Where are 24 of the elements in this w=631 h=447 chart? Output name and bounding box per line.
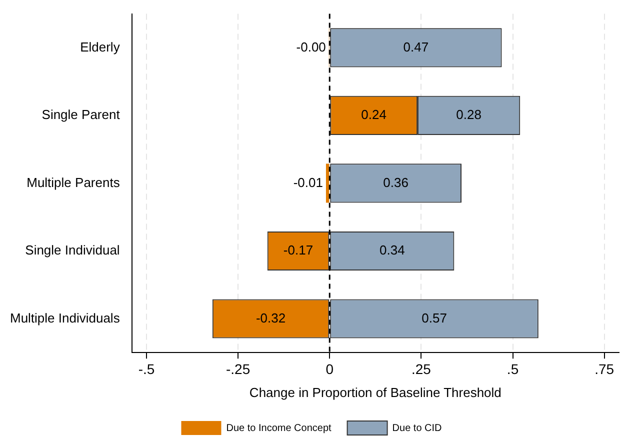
x-tick-label: -.25 (226, 360, 250, 377)
data-label: -0.00 (296, 39, 326, 54)
y-tick-label: Multiple Individuals (10, 310, 120, 326)
data-label: 0.57 (422, 310, 447, 326)
data-label: 0.34 (379, 242, 405, 258)
x-tick-label: -.5 (138, 360, 155, 377)
x-tick-label: .75 (594, 360, 614, 377)
x-tick-label: 0 (326, 360, 334, 377)
data-label: 0.47 (403, 39, 429, 54)
y-tick-label: Single Individual (25, 242, 120, 258)
data-label: 0.24 (361, 107, 386, 122)
data-label: -0.32 (256, 310, 286, 326)
data-label: 0.28 (456, 107, 482, 122)
x-tick-label: .5 (506, 360, 519, 377)
y-tick-label: Single Parent (42, 107, 120, 122)
data-label: -0.17 (283, 242, 314, 258)
y-tick-label: Multiple Parents (26, 174, 120, 190)
x-tick-label: .25 (411, 360, 432, 377)
x-axis-title: Change in Proportion of Baseline Threshold (249, 384, 502, 400)
legend-label: Due to Income Concept (226, 422, 332, 434)
y-tick-label: Elderly (80, 39, 120, 54)
legend-label: Due to CID (392, 422, 442, 434)
data-label: 0.36 (383, 174, 408, 190)
data-label: -0.01 (293, 174, 323, 190)
